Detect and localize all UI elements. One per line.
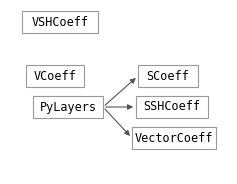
Text: SCoeff: SCoeff — [147, 70, 189, 82]
FancyBboxPatch shape — [132, 127, 216, 149]
FancyBboxPatch shape — [33, 96, 103, 118]
FancyBboxPatch shape — [26, 65, 84, 87]
Text: PyLayers: PyLayers — [40, 100, 96, 114]
Text: VSHCoeff: VSHCoeff — [32, 15, 88, 29]
FancyBboxPatch shape — [22, 11, 98, 33]
FancyBboxPatch shape — [136, 96, 208, 118]
FancyBboxPatch shape — [138, 65, 198, 87]
Text: VCoeff: VCoeff — [34, 70, 76, 82]
Text: VectorCoeff: VectorCoeff — [135, 132, 213, 144]
Text: SSHCoeff: SSHCoeff — [143, 100, 201, 114]
